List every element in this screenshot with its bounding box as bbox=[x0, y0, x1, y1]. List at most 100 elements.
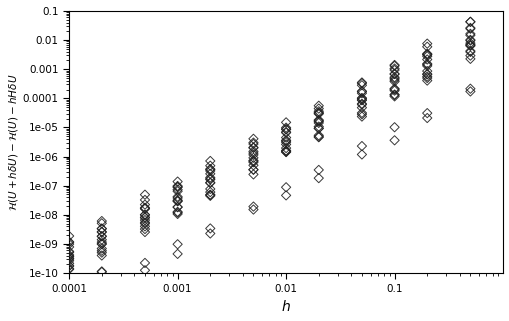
Point bbox=[206, 192, 214, 197]
Point bbox=[206, 158, 214, 163]
Point bbox=[98, 226, 106, 231]
Point bbox=[422, 61, 431, 66]
Point bbox=[422, 75, 431, 81]
Y-axis label: $\mathcal{H}(U + h\delta U) - \mathcal{H}(U) - hH\delta U$: $\mathcal{H}(U + h\delta U) - \mathcal{H… bbox=[7, 73, 20, 211]
Point bbox=[314, 126, 322, 131]
Point bbox=[65, 264, 73, 269]
Point bbox=[357, 95, 365, 100]
Point bbox=[249, 149, 257, 154]
Point bbox=[465, 40, 473, 46]
Point bbox=[281, 142, 290, 147]
Point bbox=[357, 143, 365, 149]
Point bbox=[422, 110, 431, 116]
Point bbox=[140, 218, 149, 223]
Point bbox=[249, 207, 257, 212]
Point bbox=[357, 97, 365, 102]
Point bbox=[173, 189, 181, 194]
Point bbox=[422, 41, 431, 46]
Point bbox=[65, 261, 73, 266]
Point bbox=[314, 106, 322, 111]
Point bbox=[249, 159, 257, 164]
Point bbox=[357, 89, 365, 94]
Point bbox=[390, 63, 398, 68]
Point bbox=[98, 250, 106, 255]
Point bbox=[140, 192, 149, 197]
Point bbox=[65, 263, 73, 268]
Point bbox=[206, 189, 214, 195]
Point bbox=[206, 193, 214, 198]
Point bbox=[465, 89, 473, 94]
Point bbox=[357, 83, 365, 88]
Point bbox=[173, 212, 181, 217]
Point bbox=[357, 114, 365, 119]
Point bbox=[465, 53, 473, 58]
Point bbox=[422, 116, 431, 121]
Point bbox=[65, 233, 73, 239]
Point bbox=[65, 240, 73, 245]
Point bbox=[140, 197, 149, 203]
Point bbox=[357, 96, 365, 101]
Point bbox=[465, 56, 473, 61]
Point bbox=[65, 254, 73, 259]
Point bbox=[65, 254, 73, 259]
Point bbox=[314, 124, 322, 129]
Point bbox=[98, 234, 106, 239]
Point bbox=[65, 256, 73, 262]
Point bbox=[281, 193, 290, 198]
Point bbox=[249, 142, 257, 147]
Point bbox=[98, 239, 106, 245]
Point bbox=[206, 171, 214, 176]
Point bbox=[281, 149, 290, 154]
Point bbox=[206, 180, 214, 186]
Point bbox=[140, 227, 149, 232]
Point bbox=[206, 180, 214, 185]
Point bbox=[206, 226, 214, 231]
Point bbox=[206, 163, 214, 168]
Point bbox=[98, 221, 106, 226]
Point bbox=[140, 221, 149, 226]
Point bbox=[314, 110, 322, 116]
Point bbox=[422, 63, 431, 68]
Point bbox=[465, 43, 473, 48]
Point bbox=[98, 269, 106, 274]
Point bbox=[65, 267, 73, 272]
Point bbox=[140, 230, 149, 235]
Point bbox=[173, 209, 181, 214]
Point bbox=[65, 249, 73, 254]
Point bbox=[314, 103, 322, 108]
Point bbox=[249, 152, 257, 157]
Point bbox=[206, 167, 214, 172]
Point bbox=[206, 192, 214, 197]
Point bbox=[249, 140, 257, 145]
Point bbox=[98, 230, 106, 235]
Point bbox=[390, 88, 398, 93]
Point bbox=[465, 33, 473, 38]
Point bbox=[390, 87, 398, 92]
Point bbox=[314, 119, 322, 124]
Point bbox=[390, 94, 398, 99]
Point bbox=[390, 66, 398, 71]
Point bbox=[140, 268, 149, 273]
Point bbox=[140, 260, 149, 265]
Point bbox=[173, 179, 181, 184]
Point bbox=[390, 86, 398, 91]
Point bbox=[98, 219, 106, 224]
Point bbox=[422, 74, 431, 79]
Point bbox=[140, 215, 149, 221]
Point bbox=[173, 198, 181, 204]
Point bbox=[465, 19, 473, 24]
Point bbox=[422, 68, 431, 74]
Point bbox=[206, 167, 214, 172]
Point bbox=[98, 226, 106, 231]
Point bbox=[422, 52, 431, 57]
Point bbox=[173, 204, 181, 210]
Point bbox=[206, 187, 214, 192]
Point bbox=[281, 140, 290, 145]
Point bbox=[281, 149, 290, 154]
Point bbox=[65, 239, 73, 244]
Point bbox=[465, 38, 473, 43]
Point bbox=[281, 185, 290, 190]
Point bbox=[281, 150, 290, 155]
Point bbox=[465, 37, 473, 42]
Point bbox=[206, 168, 214, 173]
